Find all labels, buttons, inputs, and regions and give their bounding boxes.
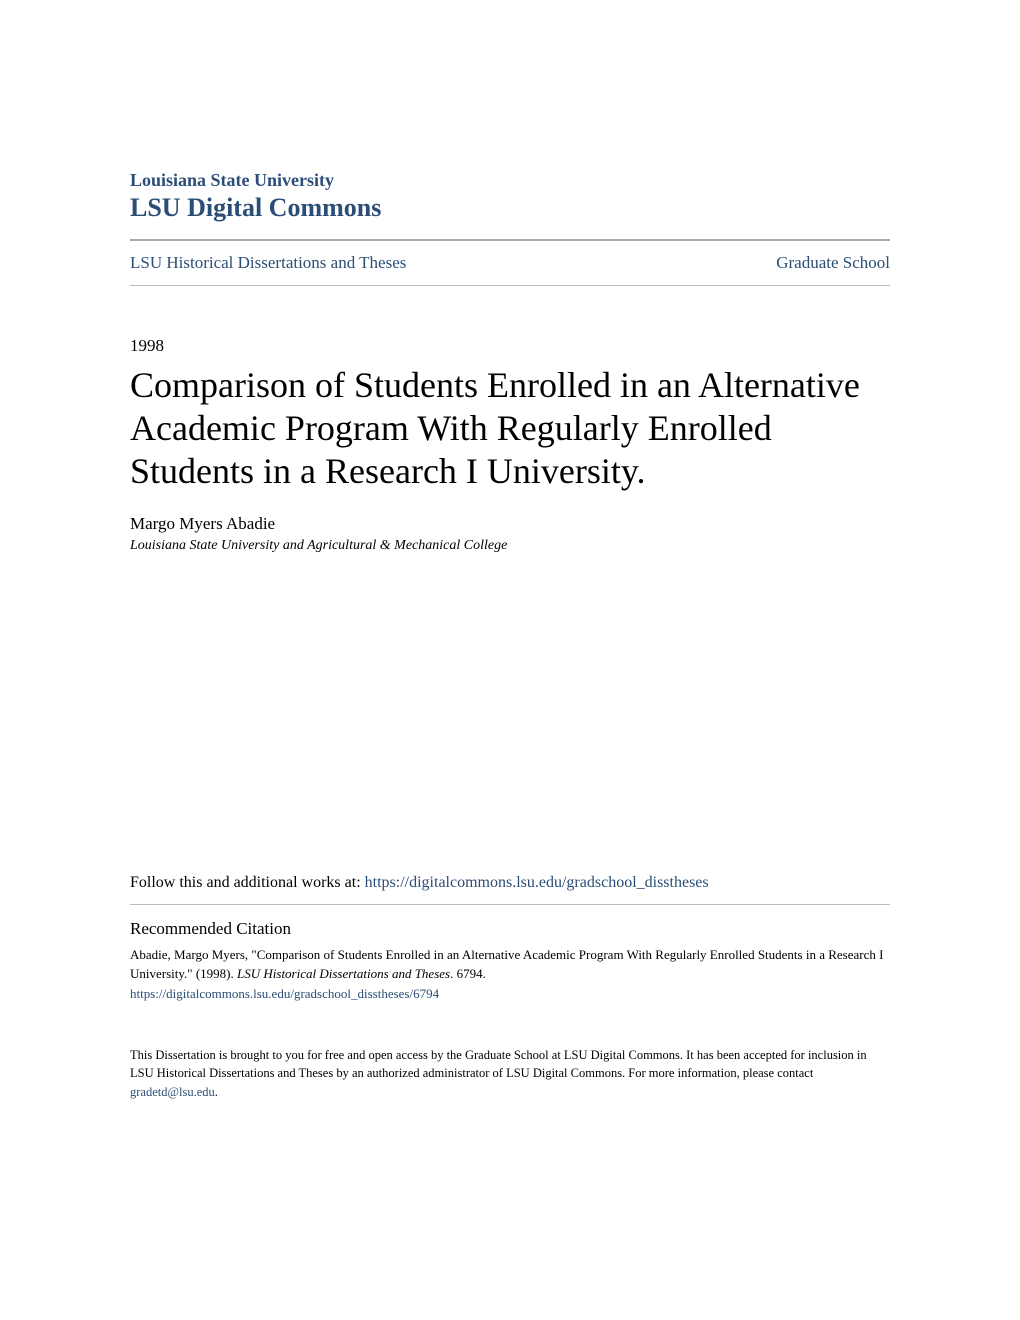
contact-email-link[interactable]: gradetd@lsu.edu [130, 1085, 215, 1099]
follow-works-line: Follow this and additional works at: htt… [130, 874, 890, 892]
collection-link[interactable]: LSU Historical Dissertations and Theses [130, 253, 406, 273]
author-affiliation: Louisiana State University and Agricultu… [130, 538, 890, 554]
footer-disclaimer: This Dissertation is brought to you for … [130, 1046, 890, 1102]
citation-divider [130, 904, 890, 905]
university-name: Louisiana State University [130, 170, 890, 191]
follow-prefix: Follow this and additional works at: [130, 874, 365, 891]
breadcrumb-nav: LSU Historical Dissertations and Theses … [130, 241, 890, 285]
citation-heading: Recommended Citation [130, 919, 890, 939]
paper-title: Comparison of Students Enrolled in an Al… [130, 364, 890, 494]
site-name[interactable]: LSU Digital Commons [130, 193, 890, 223]
footer-body: This Dissertation is brought to you for … [130, 1048, 867, 1081]
footer-suffix: . [215, 1085, 218, 1099]
follow-url-link[interactable]: https://digitalcommons.lsu.edu/gradschoo… [365, 874, 709, 891]
citation-text: Abadie, Margo Myers, "Comparison of Stud… [130, 945, 890, 984]
nav-divider [130, 285, 890, 286]
author-name: Margo Myers Abadie [130, 514, 890, 534]
citation-series: LSU Historical Dissertations and Theses [237, 966, 450, 981]
citation-part2: . 6794. [450, 966, 486, 981]
school-link[interactable]: Graduate School [776, 253, 890, 273]
citation-url-link[interactable]: https://digitalcommons.lsu.edu/gradschoo… [130, 986, 890, 1002]
publication-year: 1998 [130, 336, 890, 356]
